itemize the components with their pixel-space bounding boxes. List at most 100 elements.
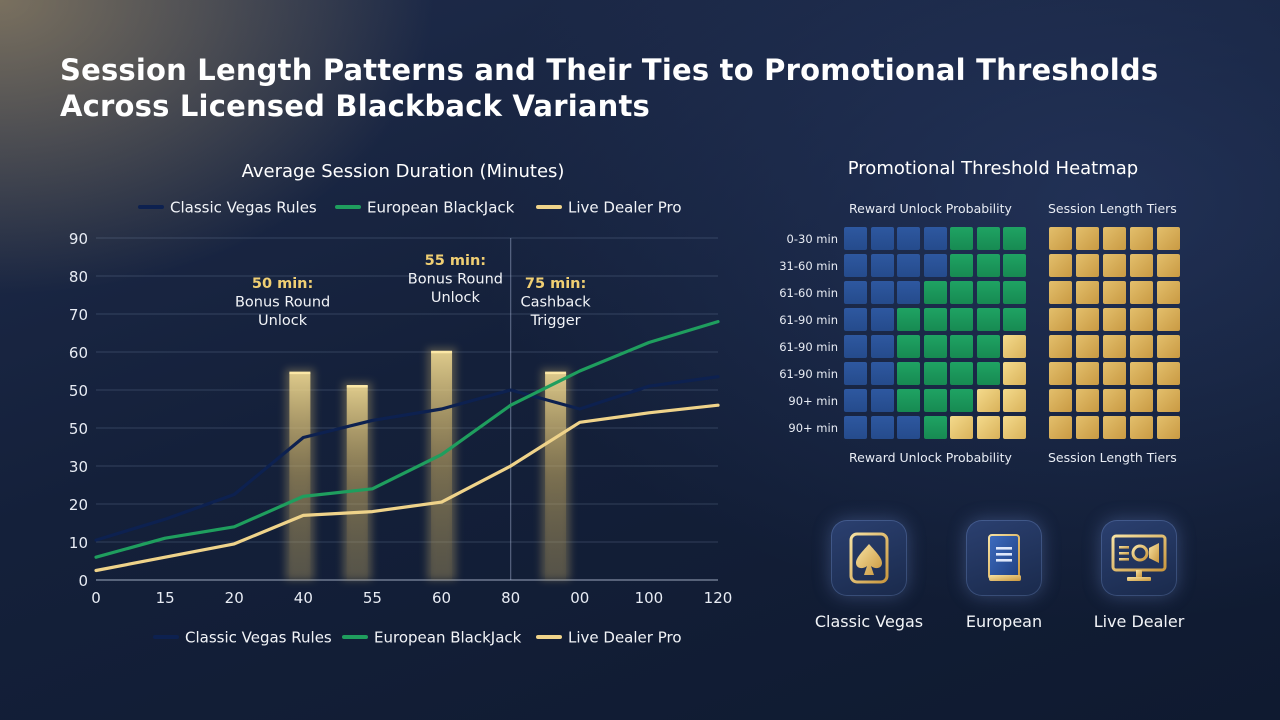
heatmap-row-label: 61-90 min [779, 340, 838, 354]
session-duration-chart: Average Session Duration (Minutes) Class… [69, 161, 732, 647]
heatmap-row: 61-90 min [760, 334, 1200, 361]
tier-cell [1157, 335, 1180, 358]
heatmap-cell [976, 335, 1000, 358]
variant-label: Classic Vegas [814, 612, 924, 631]
y-tick-label: 10 [69, 534, 88, 552]
heatmap-cell [870, 308, 894, 331]
variant-label: Live Dealer [1093, 612, 1185, 631]
annotation-text: Bonus Round [408, 272, 503, 288]
heatmap-cell [923, 254, 947, 277]
heatmap-row-label: 61-90 min [779, 313, 838, 327]
tier-cell [1157, 362, 1180, 385]
heatmap-cell [897, 335, 920, 358]
annotation-text: 75 min: [525, 276, 586, 292]
heatmap-cell [976, 389, 1000, 412]
tier-cell [1130, 362, 1153, 385]
heatmap-cell [897, 362, 920, 385]
heatmap-row-label: 61-60 min [779, 286, 838, 300]
heatmap-right-footer: Session Length Tiers [1048, 450, 1177, 465]
tier-cell [1103, 227, 1126, 250]
heatmap-cell [1003, 308, 1026, 331]
x-tick-label: 20 [225, 589, 244, 607]
heatmap-cell [1003, 335, 1026, 358]
heatmap-cell [844, 362, 867, 385]
heatmap-cell [976, 362, 1000, 385]
heatmap-cell [923, 416, 947, 439]
heatmap-cell [1003, 281, 1026, 304]
x-tick-label: 60 [432, 589, 451, 607]
heatmap-row: 61-90 min [760, 307, 1200, 334]
spade-card-icon [831, 520, 907, 596]
heatmap-cell [844, 227, 867, 250]
tier-cell [1130, 281, 1153, 304]
heatmap-cell [950, 281, 973, 304]
heatmap-cell [976, 308, 1000, 331]
annotation-text: Unlock [258, 313, 308, 329]
y-tick-label: 20 [69, 496, 88, 514]
tier-cell [1103, 335, 1126, 358]
variant-live-dealer[interactable]: Live Dealer [1069, 520, 1209, 631]
x-tick-label: 55 [363, 589, 382, 607]
page-title-line-2: Across Licensed Blackback Variants [60, 89, 650, 123]
tier-cell [1103, 416, 1126, 439]
page-title: Session Length Patterns and Their Ties t… [60, 52, 1180, 124]
y-axis-ticks: 0 10 20 30 50 50 60 70 80 90 [69, 230, 88, 590]
heatmap-cell [950, 335, 973, 358]
monitor-camera-icon [1101, 520, 1177, 596]
y-tick-label: 50 [69, 382, 88, 400]
heatmap-cell [950, 389, 973, 412]
heatmap-cell [870, 281, 894, 304]
threshold-annotations: 50 min: Bonus Round Unlock 55 min: Bonus Rou… [235, 253, 591, 329]
heatmap-cell [1003, 254, 1026, 277]
heatmap-cell [950, 416, 973, 439]
threshold-bar [289, 372, 311, 580]
x-tick-label: 40 [294, 589, 313, 607]
heatmap-row: 90+ min [760, 415, 1200, 442]
heatmap-cell [844, 281, 867, 304]
heatmap-right-header: Session Length Tiers [1048, 201, 1177, 216]
annotation-text: Bonus Round [235, 295, 330, 311]
variant-classic-vegas[interactable]: Classic Vegas [799, 520, 939, 631]
heatmap-cell [950, 308, 973, 331]
heatmap-cell [923, 281, 947, 304]
tier-cell [1130, 254, 1153, 277]
x-tick-label: 15 [156, 589, 175, 607]
tier-cell [1130, 389, 1153, 412]
heatmap-cell [870, 416, 894, 439]
heatmap-cell [950, 227, 973, 250]
tier-cell [1103, 362, 1126, 385]
heatmap-cell [844, 308, 867, 331]
book-icon [966, 520, 1042, 596]
y-tick-label: 60 [69, 344, 88, 362]
heatmap-row: 0-30 min [760, 226, 1200, 253]
heatmap-cell [1003, 362, 1026, 385]
x-tick-label: 100 [635, 589, 664, 607]
heatmap-cell [897, 416, 920, 439]
tier-cell [1076, 308, 1099, 331]
heatmap-cell [923, 362, 947, 385]
heatmap-cell [976, 227, 1000, 250]
x-tick-label: 00 [570, 589, 589, 607]
annotation-text: Trigger [530, 313, 581, 329]
heatmap-cell [897, 308, 920, 331]
heatmap-row: 31-60 min [760, 253, 1200, 280]
tier-cell [1130, 227, 1153, 250]
heatmap-row-label: 0-30 min [786, 232, 838, 246]
variant-european[interactable]: European [934, 520, 1074, 631]
tier-cell [1157, 416, 1180, 439]
series-line-2 [94, 403, 720, 573]
legend-label: European BlackJack [374, 629, 522, 647]
threshold-bar [431, 352, 453, 580]
chart-grid [96, 237, 718, 581]
x-axis-ticks: 0 15 20 40 55 60 80 00 100 120 [91, 589, 732, 607]
threshold-bars [285, 348, 571, 580]
tier-cell [1049, 254, 1072, 277]
tier-cell [1130, 416, 1153, 439]
tier-cell [1103, 281, 1126, 304]
heatmap-cell [923, 227, 947, 250]
heatmap-row: 61-90 min [760, 361, 1200, 388]
heatmap-cell [897, 227, 920, 250]
heatmap-cell [844, 254, 867, 277]
annotation-text: Unlock [431, 290, 481, 306]
heatmap-cell [1003, 227, 1026, 250]
